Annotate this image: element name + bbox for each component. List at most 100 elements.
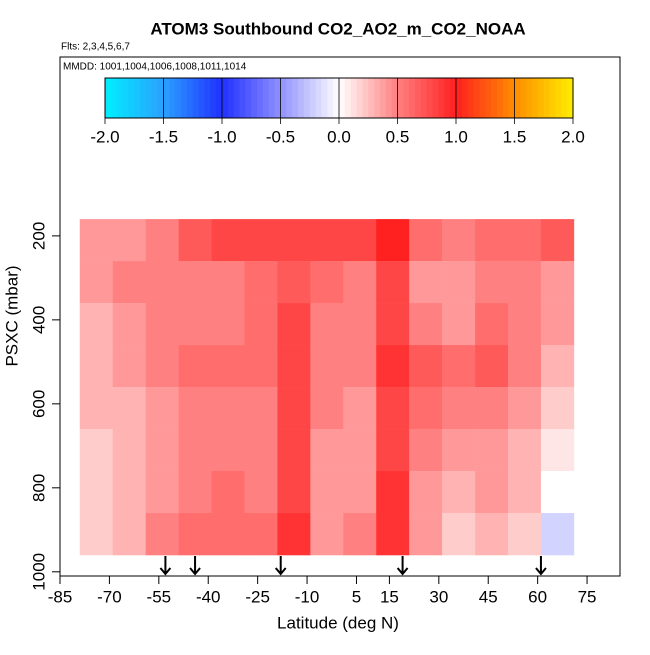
x-tick-label: 45 [479, 587, 498, 606]
colorbar-swatch [303, 78, 311, 118]
heat-cell [145, 513, 179, 556]
heat-cell [442, 303, 476, 346]
heat-cell [211, 429, 245, 472]
heat-cell [244, 261, 278, 304]
colorbar-swatch [344, 78, 352, 118]
colorbar-swatch [397, 78, 404, 118]
colorbar-swatch [151, 78, 159, 118]
colorbar-swatch [233, 78, 240, 118]
heat-cell [145, 303, 179, 346]
heat-cell [79, 345, 114, 388]
heat-cell [112, 219, 146, 262]
heat-cell [145, 219, 179, 262]
colorbar-swatch [415, 78, 422, 118]
heat-cell [244, 429, 278, 472]
colorbar-swatch [385, 78, 393, 118]
colorbar-swatch [426, 78, 433, 118]
heat-cell [79, 261, 114, 304]
heat-cell [343, 513, 377, 556]
colorbar-swatch [262, 78, 270, 118]
heat-cell [508, 429, 542, 472]
colorbar-swatch [374, 78, 381, 118]
colorbar-swatch [315, 78, 322, 118]
colorbar-swatch [350, 78, 357, 118]
heat-cell [112, 471, 146, 514]
colorbar-swatch [456, 78, 463, 118]
heat-cell [112, 429, 146, 472]
colorbar-swatch [181, 78, 188, 118]
heat-cell [145, 387, 179, 430]
heat-cell [409, 219, 443, 262]
heat-cell [409, 303, 443, 346]
heat-cell [310, 261, 344, 304]
colorbar-swatch [292, 78, 299, 118]
heat-cell [79, 471, 114, 514]
heat-cell [310, 303, 344, 346]
heat-cell [79, 429, 114, 472]
heat-cell [310, 345, 344, 388]
heat-cell [540, 429, 575, 472]
heat-cell [508, 345, 542, 388]
colorbar-swatch [110, 78, 118, 118]
colorbar-tick-label: 1.5 [503, 127, 527, 146]
heat-cell [409, 429, 443, 472]
colorbar-tick-label: 2.0 [561, 127, 585, 146]
colorbar-swatch [473, 78, 480, 118]
heat-cell [442, 219, 476, 262]
colorbar-swatch [192, 78, 199, 118]
heat-cell [277, 513, 311, 556]
chart-title: ATOM3 Southbound CO2_AO2_m_CO2_NOAA [150, 19, 525, 38]
heat-cell [178, 513, 212, 556]
heat-cell [277, 303, 311, 346]
colorbar-swatch [245, 78, 252, 118]
heat-cell [540, 471, 575, 514]
heat-cell [343, 345, 377, 388]
heat-cell [376, 513, 410, 556]
heat-cell [310, 429, 344, 472]
colorbar-swatch [368, 78, 375, 118]
heat-cell [540, 513, 575, 556]
heat-cell [409, 387, 443, 430]
colorbar-swatch [140, 78, 147, 118]
latitude-arrow [159, 556, 172, 576]
latitude-arrow [189, 556, 201, 576]
colorbar-swatch [444, 78, 451, 118]
heat-cell [540, 345, 575, 388]
heat-cell [211, 471, 245, 514]
heat-cell [310, 471, 344, 514]
heat-cell [343, 471, 377, 514]
colorbar-swatch [508, 78, 515, 118]
colorbar-swatch [514, 78, 521, 118]
x-tick-label: -10 [295, 587, 320, 606]
heat-cell [508, 303, 542, 346]
colorbar-swatch [379, 78, 387, 118]
heat-cell [475, 429, 509, 472]
x-axis-label: Latitude (deg N) [277, 613, 399, 632]
annotation: MMDD: 1001,1004,1006,1008,1011,1014 [63, 62, 247, 73]
colorbar-swatch [362, 78, 369, 118]
heat-cell [376, 219, 410, 262]
heat-cell [79, 513, 114, 556]
colorbar-swatch [321, 78, 328, 118]
colorbar-swatch [298, 78, 305, 118]
heat-cell [409, 345, 443, 388]
colorbar-swatch [479, 78, 486, 118]
y-tick-label: 400 [29, 306, 48, 334]
heat-cell [508, 471, 542, 514]
heat-cell [211, 261, 245, 304]
heat-cell [409, 513, 443, 556]
colorbar-tick-label: -1.0 [207, 127, 236, 146]
colorbar-swatch [461, 78, 469, 118]
heat-cell [310, 513, 344, 556]
colorbar-swatch [204, 78, 211, 118]
colorbar-swatch [286, 78, 293, 118]
heat-cell [376, 261, 410, 304]
colorbar-swatch [532, 78, 539, 118]
heat-cell [376, 387, 410, 430]
heat-cell [508, 261, 542, 304]
heat-cell [277, 471, 311, 514]
heat-cell [211, 219, 245, 262]
heat-cell [442, 261, 476, 304]
heat-cell [145, 429, 179, 472]
colorbar-swatch [333, 78, 340, 118]
